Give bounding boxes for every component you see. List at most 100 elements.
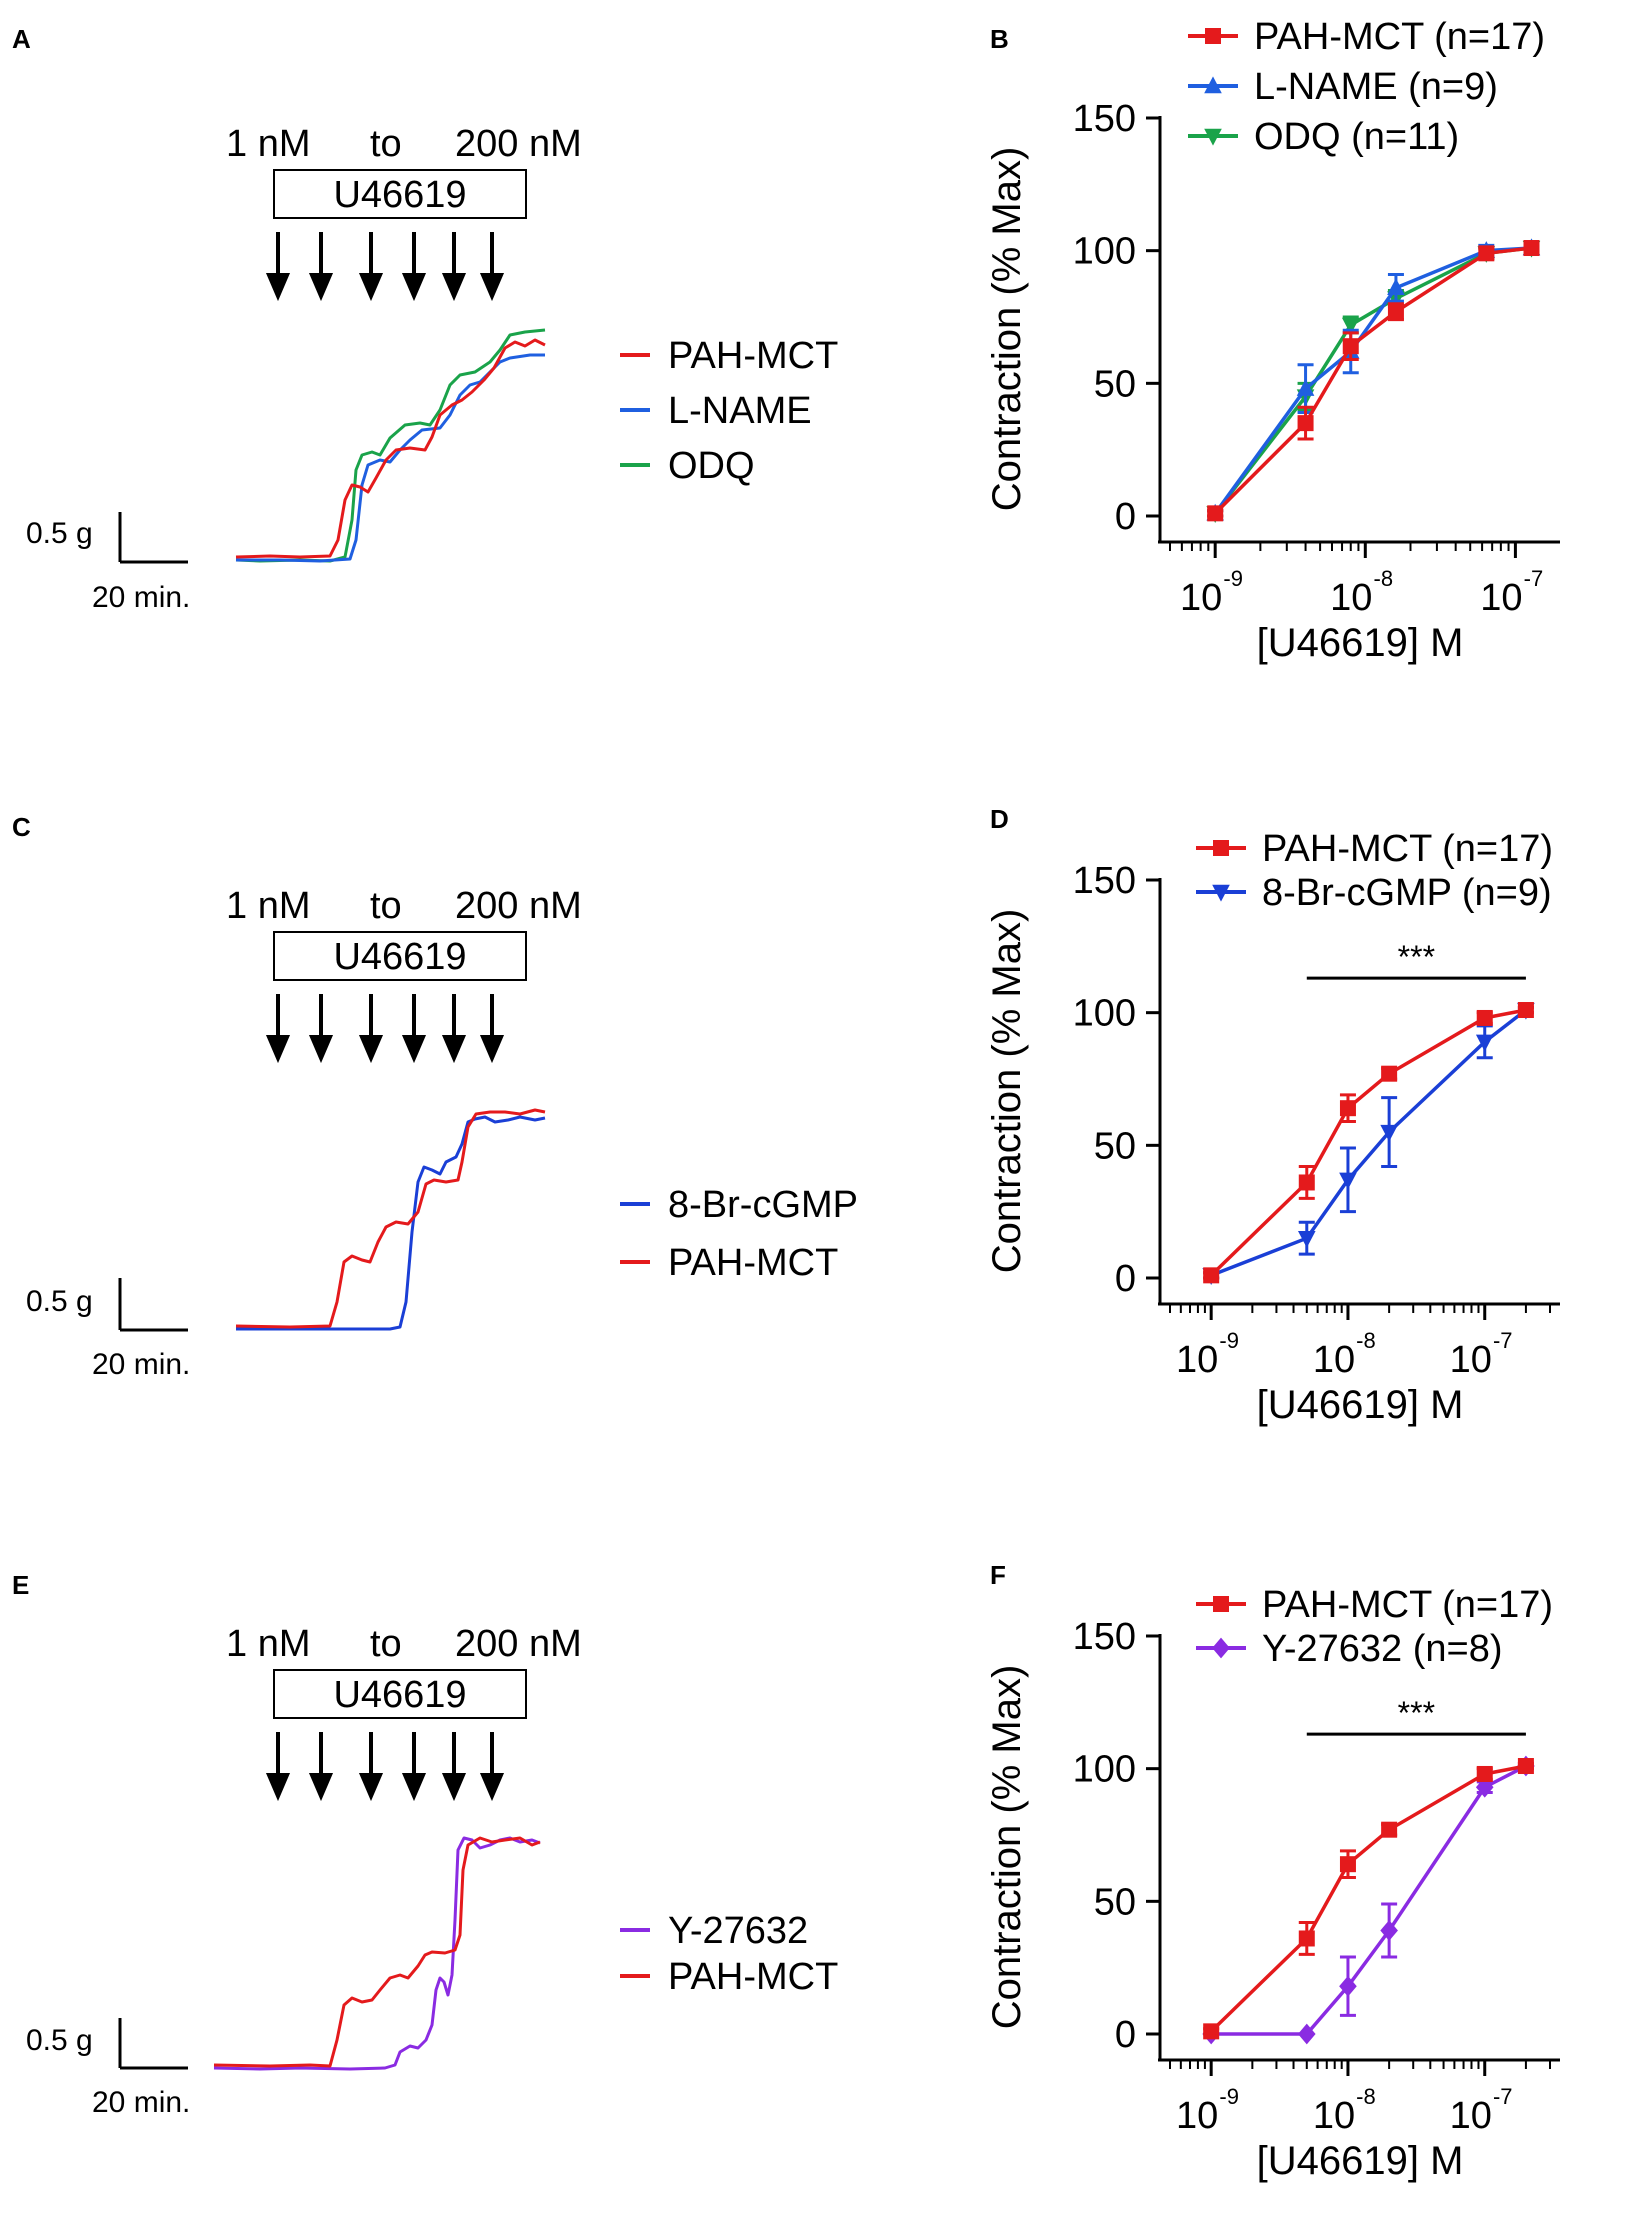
panel-e: E 1 nM to 200 nM U46619 0.5 g 20 min. Y-… — [12, 1570, 838, 2119]
marker-square — [1517, 1002, 1534, 1019]
dose-arrow-head — [401, 273, 427, 302]
dose-arrow-head — [308, 273, 334, 302]
dose-end-label: 200 nM — [455, 123, 582, 165]
dose-start-label: 1 nM — [226, 885, 310, 927]
dose-arrows — [265, 1732, 505, 1802]
marker-square — [1342, 338, 1359, 355]
marker-square — [1203, 2023, 1220, 2040]
x-tick-exponent: -8 — [1356, 2084, 1376, 2109]
legend-label: PAH-MCT (n=17) — [1254, 16, 1545, 58]
series — [1202, 1002, 1535, 1285]
y-tick-label: 100 — [1073, 231, 1136, 273]
series — [1203, 1758, 1534, 2040]
legend-label: Y-27632 (n=8) — [1262, 1628, 1503, 1670]
dose-arrows — [265, 232, 505, 302]
x-tick-label: 10 — [1330, 577, 1372, 619]
series — [1203, 1002, 1534, 1284]
marker-triangle-down — [1341, 317, 1360, 335]
drug-label: U46619 — [333, 1674, 466, 1716]
dose-to-label: to — [370, 885, 402, 927]
marker-triangle-down — [1380, 1124, 1398, 1142]
dose-arrow-head — [358, 273, 384, 302]
x-tick-label: 10 — [1176, 1339, 1218, 1381]
scale-y-label: 0.5 g — [26, 1285, 93, 1318]
trace-legend: Y-27632 PAH-MCT — [620, 1910, 838, 1998]
x-tick-label: 10 — [1313, 2095, 1355, 2137]
marker-triangle-down — [1475, 1034, 1494, 1052]
x-axis-label: [U46619] M — [1257, 621, 1464, 665]
x-tick-exponent: -7 — [1493, 2084, 1513, 2109]
dose-arrow-head — [479, 273, 505, 302]
legend-label: PAH-MCT (n=17) — [1262, 828, 1553, 870]
significance-label: *** — [1398, 1695, 1435, 1731]
trace-y-27632 — [213, 1836, 541, 2071]
marker-square — [1205, 28, 1221, 44]
series-line — [1210, 1008, 1527, 1277]
marker-square — [1203, 1267, 1220, 1284]
trace-pah-mct — [235, 338, 546, 559]
scale-y-label: 0.5 g — [26, 517, 93, 550]
significance-label: *** — [1398, 939, 1435, 975]
x-tick-label: 10 — [1180, 577, 1222, 619]
marker-square — [1298, 1174, 1315, 1191]
marker-triangle-up — [1296, 379, 1315, 396]
series — [1206, 238, 1541, 521]
x-tick-label: 10 — [1313, 1339, 1355, 1381]
legend-label: L-NAME (n=9) — [1254, 66, 1498, 108]
marker-square — [1387, 303, 1404, 320]
scale-x-label: 20 min. — [92, 581, 190, 614]
legend-label: PAH-MCT — [668, 1242, 838, 1284]
marker-square — [1476, 1765, 1493, 1782]
trace-legend: 8-Br-cGMP PAH-MCT — [620, 1184, 858, 1284]
x-axis-label: [U46619] M — [1257, 2139, 1464, 2183]
marker-triangle-down — [1339, 1172, 1357, 1190]
y-tick-label: 150 — [1073, 860, 1136, 902]
x-tick-exponent: -8 — [1374, 566, 1394, 591]
marker-square — [1298, 1930, 1315, 1947]
marker-square — [1213, 1596, 1229, 1612]
marker-square — [1381, 1065, 1398, 1082]
y-tick-label: 100 — [1073, 993, 1136, 1035]
legend-label: PAH-MCT — [668, 1956, 838, 1998]
dose-arrows — [265, 994, 505, 1064]
panel-a: A 1 nM to 200 nM U46619 0.5 g 20 min. PA… — [12, 24, 838, 614]
dose-arrow-head — [441, 273, 467, 302]
dose-arrow-head — [358, 1773, 384, 1802]
marker-square — [1381, 1821, 1398, 1838]
panel-c: C 1 nM to 200 nM U46619 0.5 g 20 min. 8-… — [12, 812, 858, 1381]
x-tick-label: 10 — [1450, 1339, 1492, 1381]
series-line — [1211, 1764, 1527, 2036]
y-tick-label: 0 — [1115, 2014, 1136, 2056]
legend-label: L-NAME — [668, 390, 812, 432]
series — [1207, 240, 1540, 522]
drug-box — [273, 1669, 527, 1719]
marker-diamond — [1339, 1975, 1357, 1997]
dose-end-label: 200 nM — [455, 885, 582, 927]
y-axis-label: Contraction (% Max) — [985, 909, 1029, 1274]
marker-square — [1339, 1100, 1356, 1117]
drug-label: U46619 — [333, 936, 466, 978]
scale-y-label: 0.5 g — [26, 2024, 93, 2057]
y-tick-label: 100 — [1073, 1749, 1136, 1791]
panel-letter: B — [990, 24, 1009, 54]
trace-l-name — [236, 353, 545, 563]
dose-arrow-head — [308, 1035, 334, 1064]
x-tick-exponent: -7 — [1524, 566, 1544, 591]
marker-diamond — [1380, 1920, 1398, 1941]
legend-label: PAH-MCT — [668, 335, 838, 377]
legend-label: 8-Br-cGMP (n=9) — [1262, 872, 1552, 914]
marker-triangle-down — [1204, 128, 1222, 146]
dose-to-label: to — [370, 123, 402, 165]
series — [1202, 1755, 1535, 2045]
marker-square — [1517, 1758, 1534, 1775]
dose-arrow-head — [308, 1773, 334, 1802]
marker-square — [1297, 415, 1314, 432]
y-tick-label: 50 — [1094, 1125, 1136, 1167]
panel-letter: D — [990, 804, 1009, 834]
legend-label: ODQ (n=11) — [1254, 116, 1459, 158]
legend-label: 8-Br-cGMP — [668, 1184, 858, 1226]
